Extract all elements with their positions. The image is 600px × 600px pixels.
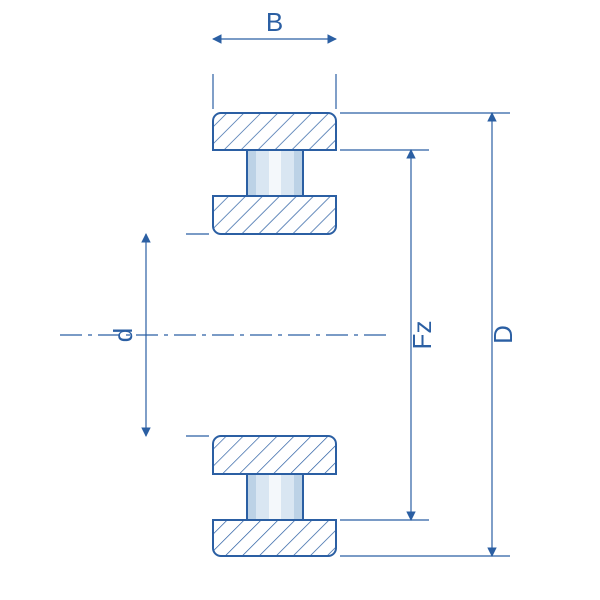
inner-ring-top [213, 196, 336, 234]
roller-bottom-shade-r [294, 475, 302, 519]
dim-D-label: D [488, 325, 518, 344]
roller-bottom-shade-l [248, 475, 256, 519]
inner-ring-bottom [213, 436, 336, 474]
roller-top-shade-l [248, 151, 256, 195]
dim-b-label: B [266, 7, 283, 37]
dim-d-label: d [108, 328, 138, 342]
roller-bottom-highlight [269, 475, 281, 519]
roller-top-shade-r [294, 151, 302, 195]
roller-top-highlight [269, 151, 281, 195]
dim-fz-label: Fz [407, 321, 437, 350]
